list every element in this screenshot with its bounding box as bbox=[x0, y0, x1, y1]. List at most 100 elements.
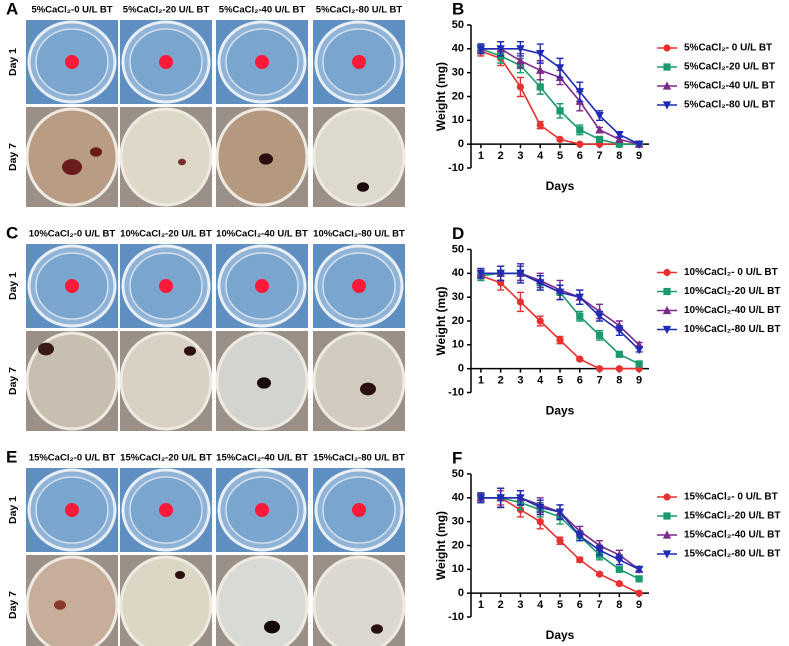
x-tick-label: 7 bbox=[596, 150, 602, 162]
marker bbox=[635, 575, 643, 583]
marker bbox=[536, 503, 545, 512]
legend-marker bbox=[662, 101, 672, 110]
marker bbox=[516, 83, 525, 91]
legend-label: 15%CaCl₂-40 U/L BT bbox=[684, 530, 781, 541]
marker bbox=[516, 56, 525, 65]
marker bbox=[576, 556, 584, 564]
x-axis-label: Days bbox=[546, 628, 575, 642]
panel-letter: B bbox=[452, 0, 464, 18]
photo-column-label: 10%CaCl₂-40 U/L BT bbox=[216, 229, 308, 240]
x-tick-label: 3 bbox=[517, 375, 523, 387]
panel-letter: A bbox=[6, 0, 18, 18]
legend-label: 10%CaCl₂- 0 U/L BT bbox=[684, 267, 778, 278]
x-tick-label: 1 bbox=[478, 375, 484, 387]
marker bbox=[595, 125, 604, 134]
legend-marker bbox=[662, 81, 672, 90]
photo-column-label: 15%CaCl₂-20 U/L BT bbox=[120, 453, 212, 464]
marker bbox=[576, 355, 584, 363]
x-tick-label: 2 bbox=[498, 150, 504, 162]
marker bbox=[615, 365, 623, 373]
legend-label: 5%CaCl₂- 0 U/L BT bbox=[684, 43, 772, 54]
photo-column-label: 15%CaCl₂-80 U/L BT bbox=[313, 453, 405, 464]
marker bbox=[615, 350, 623, 358]
x-tick-label: 8 bbox=[616, 150, 622, 162]
x-tick-label: 4 bbox=[537, 599, 544, 611]
legend-label: 5%CaCl₂-20 U/L BT bbox=[684, 62, 775, 73]
y-tick-label: 30 bbox=[452, 291, 464, 303]
marker bbox=[536, 83, 544, 91]
photo-column-label: 10%CaCl₂-20 U/L BT bbox=[120, 229, 212, 240]
dish bbox=[119, 331, 213, 431]
marker bbox=[634, 140, 644, 149]
panel-letter: D bbox=[452, 224, 464, 243]
legend-marker bbox=[663, 287, 671, 296]
sample bbox=[352, 503, 366, 517]
marker bbox=[615, 556, 624, 565]
residue bbox=[371, 624, 383, 634]
photo-row-label: Day 7 bbox=[7, 367, 19, 395]
panel-letter: E bbox=[6, 447, 17, 466]
y-tick-label: 50 bbox=[452, 19, 464, 31]
x-tick-label: 2 bbox=[498, 599, 504, 611]
legend-label: 5%CaCl₂-80 U/L BT bbox=[684, 100, 775, 111]
sample bbox=[65, 279, 79, 293]
x-tick-label: 8 bbox=[616, 375, 622, 387]
legend-label: 5%CaCl₂-40 U/L BT bbox=[684, 81, 775, 92]
marker bbox=[555, 64, 565, 73]
marker bbox=[556, 537, 564, 545]
residue bbox=[54, 600, 66, 610]
y-tick-label: 10 bbox=[452, 339, 464, 351]
photo-column-label: 5%CaCl₂-40 U/L BT bbox=[219, 5, 306, 16]
y-tick-label: 40 bbox=[452, 492, 464, 504]
legend-marker bbox=[663, 512, 671, 520]
photo-column-label: 10%CaCl₂-80 U/L BT bbox=[313, 229, 405, 240]
marker bbox=[576, 312, 584, 320]
legend-label: 15%CaCl₂-80 U/L BT bbox=[684, 549, 781, 560]
legend-marker bbox=[663, 268, 671, 277]
x-tick-label: 6 bbox=[577, 375, 583, 387]
y-tick-label: 40 bbox=[452, 43, 464, 55]
dish bbox=[119, 555, 213, 646]
y-tick-label: 20 bbox=[452, 315, 464, 327]
marker bbox=[595, 365, 604, 373]
marker bbox=[634, 346, 644, 355]
photo-column-label: 5%CaCl₂-80 U/L BT bbox=[316, 5, 403, 16]
legend-marker bbox=[662, 305, 672, 315]
y-tick-label: 30 bbox=[452, 67, 464, 79]
x-tick-label: 9 bbox=[636, 150, 642, 162]
residue bbox=[357, 182, 369, 192]
marker bbox=[536, 518, 544, 526]
marker bbox=[516, 269, 525, 278]
marker bbox=[476, 269, 486, 278]
marker bbox=[615, 326, 624, 336]
dish bbox=[312, 107, 406, 207]
x-tick-label: 3 bbox=[517, 150, 523, 162]
y-tick-label: 10 bbox=[452, 114, 464, 126]
dish bbox=[25, 107, 119, 207]
panel-letter: C bbox=[6, 223, 18, 242]
marker bbox=[496, 269, 505, 278]
marker bbox=[556, 336, 564, 344]
residue bbox=[62, 159, 82, 175]
sample bbox=[255, 503, 269, 517]
marker bbox=[556, 107, 564, 115]
marker bbox=[576, 140, 584, 148]
residue bbox=[257, 377, 271, 389]
marker bbox=[634, 565, 644, 574]
marker bbox=[536, 279, 545, 288]
marker bbox=[635, 589, 643, 597]
legend-label: 10%CaCl₂-80 U/L BT bbox=[684, 324, 781, 335]
residue bbox=[90, 147, 102, 157]
photo-column-label: 5%CaCl₂-0 U/L BT bbox=[31, 5, 112, 16]
photo-row-label: Day 1 bbox=[7, 496, 19, 524]
marker bbox=[615, 140, 623, 148]
sample bbox=[159, 55, 173, 69]
y-axis-label: Weight (mg) bbox=[434, 286, 448, 355]
x-tick-label: 6 bbox=[577, 599, 583, 611]
marker bbox=[555, 288, 565, 297]
x-tick-label: 5 bbox=[557, 375, 563, 387]
legend-marker bbox=[663, 493, 671, 501]
photo-row-label: Day 7 bbox=[7, 143, 19, 171]
photo-column-label: 15%CaCl₂-0 U/L BT bbox=[29, 453, 116, 464]
marker bbox=[496, 45, 505, 54]
